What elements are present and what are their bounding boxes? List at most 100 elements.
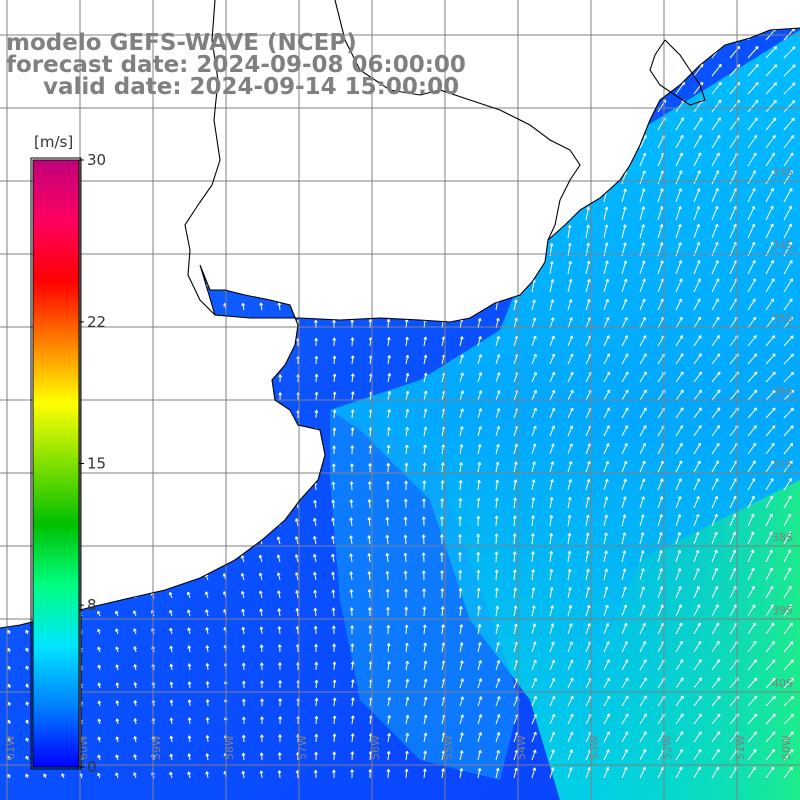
wind-arrow bbox=[513, 605, 518, 617]
wind-arrow bbox=[187, 663, 192, 671]
wind-arrow bbox=[765, 205, 774, 221]
wind-arrow bbox=[711, 460, 719, 473]
wind-arrow bbox=[278, 374, 283, 383]
wind-arrow bbox=[368, 769, 373, 779]
wind-arrow bbox=[567, 389, 574, 401]
wind-arrow bbox=[765, 713, 776, 725]
wind-arrow bbox=[313, 499, 317, 509]
wind-arrow bbox=[675, 389, 684, 401]
wind-arrow bbox=[621, 604, 627, 617]
wind-arrow bbox=[531, 677, 537, 689]
wind-arrow bbox=[585, 604, 591, 617]
wind-arrow bbox=[169, 717, 174, 725]
wind-arrow bbox=[421, 534, 426, 545]
wind-arrow bbox=[675, 460, 683, 473]
wind-arrow bbox=[295, 572, 299, 581]
wind-arrow bbox=[278, 734, 282, 742]
wind-arrow bbox=[729, 513, 737, 527]
wind-arrow bbox=[693, 223, 700, 239]
wind-arrow bbox=[639, 695, 647, 707]
wind-arrow bbox=[241, 752, 246, 761]
wind-arrow bbox=[459, 678, 464, 689]
wind-arrow bbox=[711, 278, 720, 293]
wind-arrow bbox=[313, 553, 317, 563]
wind-arrow bbox=[440, 462, 445, 473]
wind-arrow bbox=[765, 278, 775, 293]
wind-arrow bbox=[387, 354, 391, 365]
wind-arrow bbox=[350, 751, 355, 761]
wind-arrow bbox=[404, 768, 409, 779]
wind-arrow bbox=[349, 553, 353, 563]
wind-arrow bbox=[495, 425, 501, 437]
wind-arrow bbox=[621, 316, 628, 329]
wind-arrow bbox=[765, 117, 777, 131]
wind-arrow bbox=[459, 426, 464, 437]
wind-arrow bbox=[603, 641, 610, 653]
wind-arrow bbox=[512, 533, 517, 545]
wind-arrow bbox=[531, 731, 537, 743]
wind-arrow bbox=[240, 554, 245, 563]
wind-arrow bbox=[439, 534, 444, 545]
wind-arrow bbox=[332, 391, 337, 401]
wind-arrow bbox=[259, 608, 263, 617]
wind-arrow bbox=[350, 625, 354, 634]
wind-arrow bbox=[350, 733, 355, 743]
wind-arrow bbox=[603, 514, 608, 527]
wind-arrow bbox=[169, 627, 173, 635]
wind-arrow bbox=[603, 389, 611, 401]
wind-arrow bbox=[458, 552, 462, 562]
wind-arrow bbox=[585, 568, 590, 581]
wind-arrow bbox=[133, 718, 138, 725]
wind-arrow bbox=[747, 495, 755, 509]
wind-arrow bbox=[639, 532, 645, 545]
wind-arrow bbox=[331, 535, 335, 545]
wind-arrow bbox=[585, 586, 591, 599]
wind-arrow bbox=[97, 664, 102, 671]
wind-arrow bbox=[349, 607, 354, 617]
wind-arrow bbox=[567, 586, 572, 599]
wind-arrow bbox=[621, 206, 627, 221]
wind-arrow bbox=[169, 753, 174, 761]
wind-arrow bbox=[567, 514, 572, 527]
wind-arrow bbox=[675, 513, 682, 527]
wind-arrow bbox=[133, 754, 137, 761]
wind-arrow bbox=[549, 479, 554, 491]
wind-arrow bbox=[313, 535, 317, 545]
wind-arrow bbox=[313, 625, 318, 635]
wind-arrow bbox=[332, 643, 337, 653]
wind-arrow bbox=[367, 535, 371, 545]
wind-arrow bbox=[97, 754, 101, 761]
wind-arrow bbox=[729, 531, 736, 545]
wind-arrow bbox=[657, 224, 664, 239]
wind-arrow bbox=[313, 769, 318, 779]
wind-arrow bbox=[765, 425, 776, 437]
model-title: modelo GEFS-WAVE (NCEP) bbox=[6, 30, 357, 56]
wind-arrow bbox=[621, 224, 627, 239]
wind-arrow bbox=[549, 731, 555, 743]
wind-arrow bbox=[477, 461, 482, 473]
wind-arrow bbox=[277, 626, 282, 635]
wind-arrow bbox=[459, 642, 464, 653]
wind-arrow bbox=[765, 64, 778, 77]
wind-arrow bbox=[711, 353, 721, 365]
colorbar-tick-label: 15 bbox=[87, 455, 106, 473]
wind-arrow bbox=[765, 460, 775, 473]
wind-arrow bbox=[205, 663, 210, 671]
wind-arrow bbox=[765, 99, 777, 113]
wind-arrow bbox=[657, 188, 664, 203]
wind-arrow bbox=[187, 699, 192, 707]
wind-arrow bbox=[567, 713, 574, 725]
wind-arrow bbox=[187, 753, 192, 761]
wind-arrow bbox=[765, 659, 776, 671]
wind-arrow bbox=[711, 604, 719, 617]
wind-arrow bbox=[783, 731, 794, 743]
wind-arrow bbox=[549, 279, 555, 293]
wind-arrow bbox=[549, 353, 556, 365]
wind-arrow bbox=[495, 587, 499, 599]
wind-arrow bbox=[783, 46, 796, 59]
wind-arrow bbox=[603, 460, 609, 473]
latitude-labels: 33S 34S 35S 36S 37S 38S 39S 40S bbox=[772, 166, 793, 690]
wind-arrow bbox=[567, 550, 572, 563]
wind-arrow bbox=[693, 371, 703, 383]
wind-arrow bbox=[331, 499, 336, 509]
